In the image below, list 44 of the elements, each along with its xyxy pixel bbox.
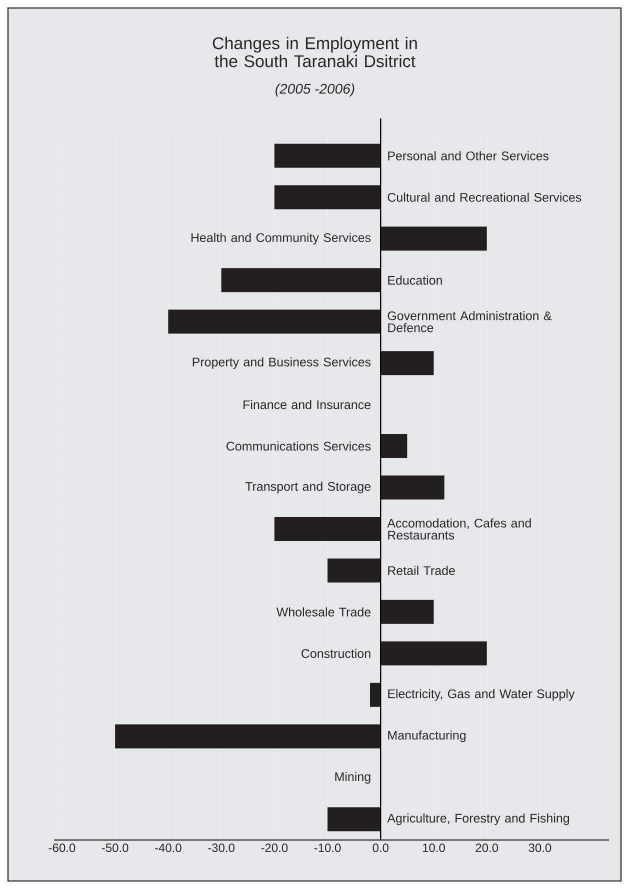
y-tick-label: Manufacturing — [388, 730, 466, 742]
x-tick-label: -10.0 — [314, 844, 341, 852]
y-tick-label: Communications Services — [226, 441, 371, 451]
y-tick-label: Cultural and Recreational Services — [388, 192, 582, 202]
y-tick-label: Property and Business Services — [192, 357, 371, 369]
bar — [328, 807, 381, 832]
y-tick-label: Finance and Insurance — [244, 400, 371, 410]
x-tick-label: -20.0 — [261, 844, 288, 852]
bar — [274, 144, 381, 168]
bar — [380, 434, 408, 458]
bar — [274, 516, 381, 541]
bar — [328, 558, 381, 582]
y-tick-label: Agriculture, Forestry and Fishing — [387, 813, 570, 826]
bar — [274, 185, 381, 210]
x-tick-label: 30.0 — [528, 844, 552, 852]
x-tick-label: -40.0 — [155, 844, 182, 852]
bar — [380, 476, 444, 500]
x-tick-label: -60.0 — [48, 844, 76, 852]
y-tick-label: Construction — [302, 648, 370, 658]
chart-title: Changes in Employment in the South Taranaki Dsitrict — [212, 36, 417, 68]
y-tick-label: Accomodation, Cafes and Restaurants — [387, 518, 531, 540]
y-tick-label: Wholesale Trade — [276, 607, 371, 617]
y-tick-label: Retail Trade — [388, 566, 455, 576]
x-tick-label: -30.0 — [208, 844, 235, 852]
y-tick-label: Health and Community Services — [191, 232, 371, 245]
y-tick-label: Mining — [335, 772, 370, 784]
bar — [221, 268, 381, 292]
x-tick-label: 10.0 — [422, 844, 445, 852]
y-tick-label: Government Administration & Defence — [388, 311, 552, 332]
bar — [168, 310, 381, 334]
x-tick-label: 0.0 — [372, 844, 388, 852]
bar — [380, 226, 487, 251]
y-tick-label: Electricity, Gas and Water Supply — [388, 689, 575, 701]
bar — [370, 682, 381, 707]
y-tick-label: Education — [388, 276, 442, 285]
chart-subtitle: (2005 -2006) — [276, 83, 354, 97]
bar — [380, 351, 434, 376]
bar — [380, 641, 487, 666]
y-tick-label: Personal and Other Services — [388, 151, 549, 160]
y-tick-label: Transport and Storage — [245, 482, 371, 494]
x-tick-label: 20.0 — [476, 844, 498, 852]
x-tick-label: -50.0 — [102, 844, 128, 852]
bar — [380, 600, 434, 624]
bar — [115, 724, 381, 748]
